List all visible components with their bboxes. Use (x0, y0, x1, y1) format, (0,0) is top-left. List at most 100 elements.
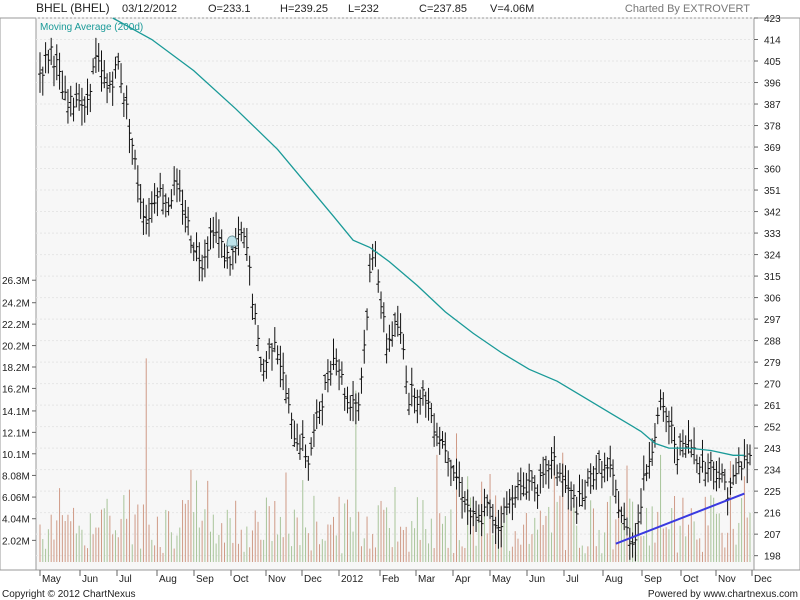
price-bar (82, 96, 87, 123)
date-tick-label: Jun (82, 574, 98, 585)
price-bar (680, 429, 685, 458)
trendline[interactable] (615, 492, 745, 545)
price-bar (398, 313, 403, 344)
price-bar (328, 360, 333, 386)
price-bar (283, 374, 288, 404)
price-bar (38, 52, 42, 93)
price-bar (557, 462, 562, 482)
date-tick-label: Sep (644, 574, 662, 585)
price-bar (379, 291, 384, 319)
price-bar (401, 333, 406, 360)
price-bar (571, 484, 576, 508)
price-bar (256, 325, 261, 352)
date-tick-label: Dec (754, 574, 772, 585)
price-tick-label: 279 (764, 358, 781, 369)
price-bar (616, 491, 621, 518)
price-bar (549, 447, 554, 479)
price-bar (306, 455, 311, 481)
price-tick-label: 360 (764, 165, 781, 176)
price-bar (289, 412, 294, 439)
price-tick-label: 270 (764, 380, 781, 391)
date-tick-label: May (492, 574, 511, 585)
price-bar (381, 302, 386, 333)
price-bar (555, 464, 560, 486)
price-bar (208, 217, 213, 250)
price-tick-label: 216 (764, 509, 781, 520)
price-bar (476, 504, 481, 523)
price-bar (323, 374, 328, 390)
price-bar (647, 441, 652, 479)
price-bar (538, 463, 543, 494)
price-bar (278, 345, 283, 388)
price-tick-label: 288 (764, 337, 781, 348)
price-bar (74, 82, 79, 108)
price-bar (177, 169, 182, 202)
price-bar (314, 399, 319, 430)
price-tick-label: 261 (764, 401, 781, 412)
date-value: 03/12/2012 (122, 3, 177, 15)
price-bar (186, 206, 191, 236)
date-tick-label: Nov (718, 574, 736, 585)
price-bar (429, 402, 434, 424)
price-bar (678, 433, 683, 456)
price-bar (717, 457, 722, 489)
price-bar (563, 465, 568, 493)
price-bar (666, 410, 671, 445)
date-tick-label: Jun (529, 574, 545, 585)
volume-tick-label: 12.1M (2, 428, 30, 439)
price-bar (594, 455, 599, 490)
volume-tick-label: 14.1M (2, 407, 30, 418)
price-bar (297, 434, 302, 460)
price-bar (194, 232, 199, 262)
price-bar (102, 60, 107, 89)
price-bar (664, 407, 669, 433)
price-bar (499, 506, 504, 548)
price-bar (152, 183, 157, 214)
price-bar (406, 392, 411, 416)
bell-alert-icon[interactable] (225, 235, 239, 249)
price-bar (144, 204, 149, 235)
price-bar (116, 52, 121, 70)
volume-series (39, 358, 751, 562)
price-bar (404, 365, 409, 394)
price-bar (85, 78, 90, 115)
price-bar (510, 485, 515, 521)
price-bar (353, 393, 358, 425)
price-tick-label: 234 (764, 466, 781, 477)
price-bar (200, 254, 205, 282)
price-bar (560, 463, 565, 497)
date-tick-label: May (42, 574, 61, 585)
price-bar (613, 479, 618, 504)
price-bar (474, 500, 479, 533)
powered-by-link[interactable]: Powered by www.chartnexus.com (648, 589, 798, 600)
price-bar (303, 444, 308, 469)
plot-area (35, 17, 755, 571)
price-bar (113, 56, 118, 79)
price-bar (574, 496, 579, 524)
price-bar (395, 305, 400, 337)
price-bar (239, 221, 244, 242)
price-bar (68, 85, 73, 117)
volume-tick-label: 24.2M (2, 299, 30, 310)
price-bar (515, 472, 520, 501)
price-bar (275, 345, 280, 365)
price-tick-label: 369 (764, 143, 781, 154)
price-bar (362, 329, 367, 364)
date-tick-label: 2012 (341, 574, 364, 585)
price-bar (722, 468, 727, 491)
price-bar (390, 321, 395, 347)
price-bar (228, 255, 233, 276)
volume-tick-label: 18.2M (2, 363, 30, 374)
price-bar (188, 235, 193, 254)
price-tick-label: 207 (764, 530, 781, 541)
price-tick-label: 414 (764, 36, 781, 47)
price-bar (325, 359, 330, 393)
price-bar (219, 229, 224, 258)
price-bar (636, 504, 641, 535)
price-bar (160, 184, 165, 215)
price-bar (745, 444, 750, 484)
date-tick-label: Mar (418, 574, 436, 585)
price-tick-label: 306 (764, 294, 781, 305)
price-bar (706, 453, 711, 483)
